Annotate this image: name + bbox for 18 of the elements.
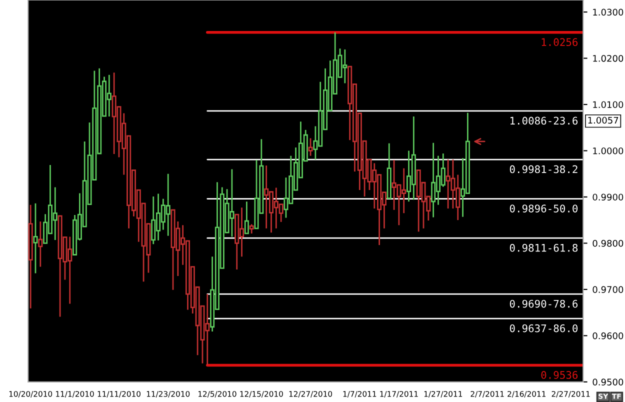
y-tick-label: 1.0200 xyxy=(593,54,624,62)
y-tick-label: 1.0300 xyxy=(593,8,624,16)
y-tick-label: 0.9500 xyxy=(592,378,624,386)
ref-line-label: 0.9896-50.0 xyxy=(510,204,578,212)
y-tick-label: 0.9900 xyxy=(592,194,624,201)
ref-line-label: 1.0256 xyxy=(542,38,578,46)
ref-line-label: 0.9981-38.2 xyxy=(510,165,578,174)
y-tick-label: 1.0000 xyxy=(593,147,624,154)
ref-line-label: 0.9690-78.6 xyxy=(510,300,578,308)
y-tick-label: 0.9600 xyxy=(592,332,624,340)
ref-line-label: 0.9536 xyxy=(541,371,578,379)
ref-line-label: 0.9637-86.0 xyxy=(510,324,578,332)
legend-label: 1.0086-23.6 xyxy=(510,116,578,125)
y-tick-label: 1.0100 xyxy=(593,101,624,108)
y-tick-label: 0.9800 xyxy=(592,240,624,247)
ref-line-label: 0.9811-61.8 xyxy=(510,244,578,252)
text: 1.0057 xyxy=(588,116,618,124)
y-tick-label: 0.9700 xyxy=(592,286,624,293)
